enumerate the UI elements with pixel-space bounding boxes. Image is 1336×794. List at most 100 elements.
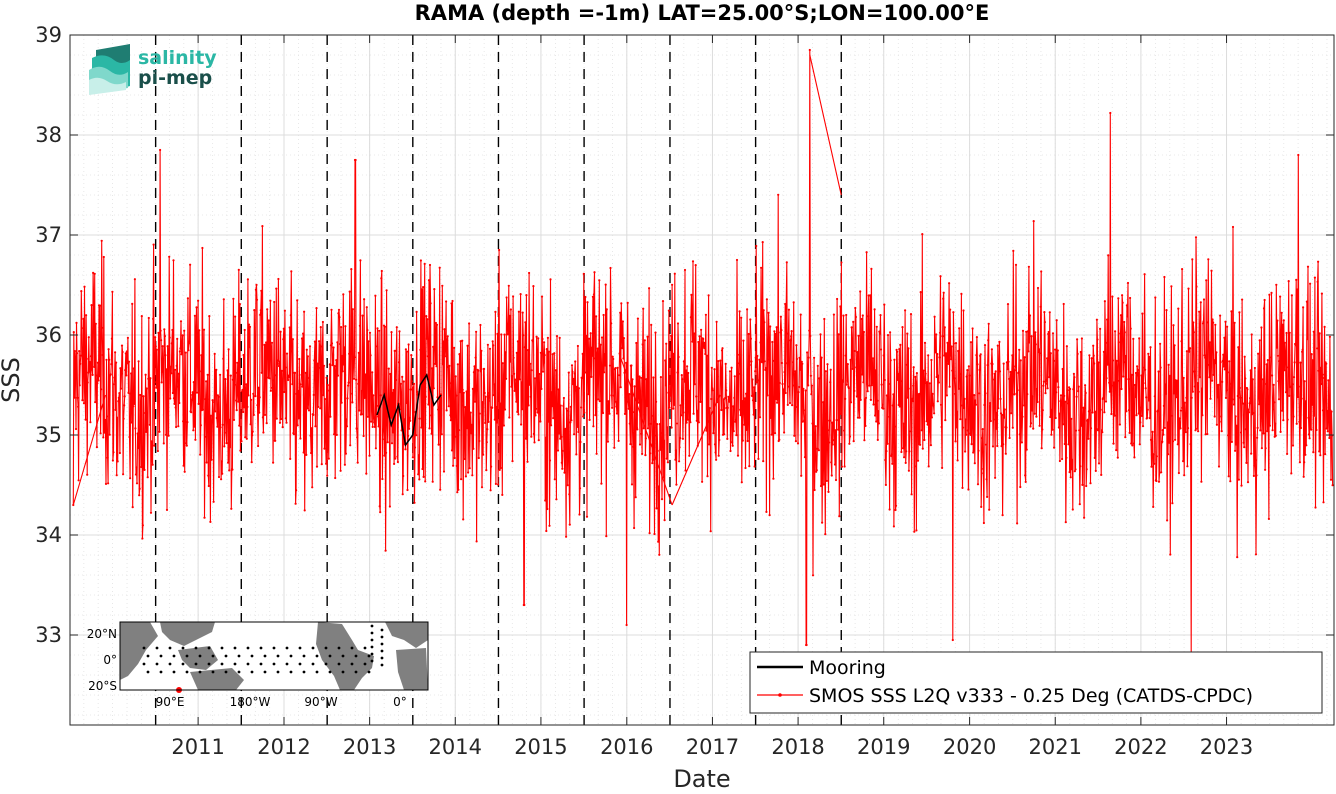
smos-data-point	[664, 359, 667, 362]
inset-mooring-dot	[298, 662, 302, 666]
smos-data-point	[190, 411, 193, 414]
smos-data-point	[768, 514, 771, 517]
inset-mooring-dot	[341, 654, 345, 658]
smos-data-point	[477, 456, 480, 460]
smos-data-point	[509, 308, 512, 311]
smos-data-point	[328, 389, 331, 392]
smos-data-point	[739, 414, 742, 417]
smos-data-point	[980, 505, 983, 508]
smos-data-point	[270, 341, 274, 344]
smos-data-point	[513, 372, 516, 375]
smos-data-point	[82, 317, 85, 320]
smos-data-point	[350, 268, 353, 271]
smos-data-point	[1086, 418, 1089, 421]
smos-data-point	[1071, 508, 1074, 511]
smos-data-point	[589, 332, 592, 335]
smos-data-point	[1312, 451, 1315, 454]
smos-data-point	[557, 388, 560, 391]
smos-data-point	[967, 365, 971, 368]
smos-data-point	[838, 399, 841, 402]
smos-data-point	[492, 344, 495, 347]
smos-data-point	[810, 384, 814, 387]
smos-data-point	[1292, 376, 1296, 379]
smos-data-point	[1299, 361, 1302, 364]
smos-data-point	[248, 346, 251, 349]
smos-data-point	[161, 370, 164, 373]
smos-data-point	[1107, 363, 1110, 366]
inset-mooring-dot	[350, 662, 354, 666]
smos-data-point	[133, 278, 136, 281]
smos-data-point	[408, 416, 411, 419]
smos-data-point	[301, 385, 304, 388]
smos-data-point	[888, 508, 891, 511]
smos-data-point	[1035, 387, 1038, 391]
smos-data-point	[1036, 286, 1040, 290]
smos-data-point	[354, 158, 357, 162]
x-tick-label: 2020	[943, 735, 996, 759]
inset-mooring-dot	[224, 670, 228, 674]
smos-data-point	[402, 380, 405, 383]
smos-data-point	[413, 501, 416, 504]
smos-data-point	[164, 354, 167, 357]
smos-data-point	[485, 469, 488, 472]
smos-data-point	[762, 460, 765, 463]
smos-data-point	[1100, 473, 1103, 476]
smos-data-point	[445, 300, 448, 303]
smos-data-point	[664, 384, 667, 387]
inset-mooring-dot	[328, 670, 332, 674]
inset-mooring-dot	[311, 646, 315, 650]
smos-data-point	[1323, 325, 1326, 328]
smos-data-point	[915, 529, 918, 532]
smos-data-point	[477, 369, 480, 372]
smos-data-point	[1210, 269, 1213, 272]
smos-data-point	[953, 377, 956, 380]
smos-data-point	[966, 429, 969, 432]
smos-data-point	[808, 48, 811, 52]
smos-data-point	[802, 387, 805, 390]
smos-data-point	[1191, 390, 1194, 393]
inset-mooring-dot	[276, 654, 280, 658]
smos-data-point	[285, 421, 288, 424]
smos-data-point	[1236, 394, 1239, 398]
inset-mooring-dot	[367, 654, 371, 658]
smos-data-point	[451, 299, 454, 303]
smos-data-point	[344, 325, 347, 328]
smos-data-point	[329, 415, 332, 418]
smos-data-point	[978, 392, 981, 395]
smos-data-point	[298, 416, 301, 419]
smos-data-point	[1317, 260, 1320, 263]
smos-data-point	[893, 358, 896, 361]
smos-data-point	[435, 365, 438, 368]
smos-data-point	[670, 426, 673, 429]
smos-data-point	[248, 325, 252, 328]
smos-data-point	[1306, 265, 1310, 268]
smos-data-point	[1093, 456, 1096, 459]
inset-mooring-dot	[367, 670, 371, 674]
smos-data-point	[491, 406, 494, 409]
smos-data-point	[530, 435, 533, 438]
smos-data-point	[770, 375, 773, 378]
smos-data-point	[807, 384, 810, 387]
smos-data-point	[1026, 393, 1029, 396]
smos-data-point	[1274, 422, 1277, 425]
inset-mooring-dot	[337, 662, 341, 666]
smos-data-point	[517, 310, 521, 313]
smos-data-point	[420, 426, 423, 429]
smos-data-point	[1254, 459, 1257, 462]
smos-data-point	[681, 378, 684, 381]
smos-data-point	[198, 370, 201, 373]
smos-data-point	[159, 329, 162, 332]
inset-mooring-dot	[263, 670, 267, 674]
smos-data-point	[898, 348, 901, 351]
smos-data-point	[780, 329, 783, 332]
smos-data-point	[756, 379, 759, 382]
smos-data-point	[1015, 392, 1018, 395]
inset-mooring-dot	[211, 654, 215, 658]
smos-data-point	[1265, 382, 1268, 386]
smos-data-point	[997, 364, 1001, 367]
smos-data-point	[197, 299, 200, 302]
inset-mooring-dot	[315, 670, 319, 674]
smos-data-point	[606, 417, 609, 420]
smos-data-point	[500, 333, 503, 336]
smos-data-point	[554, 411, 557, 414]
